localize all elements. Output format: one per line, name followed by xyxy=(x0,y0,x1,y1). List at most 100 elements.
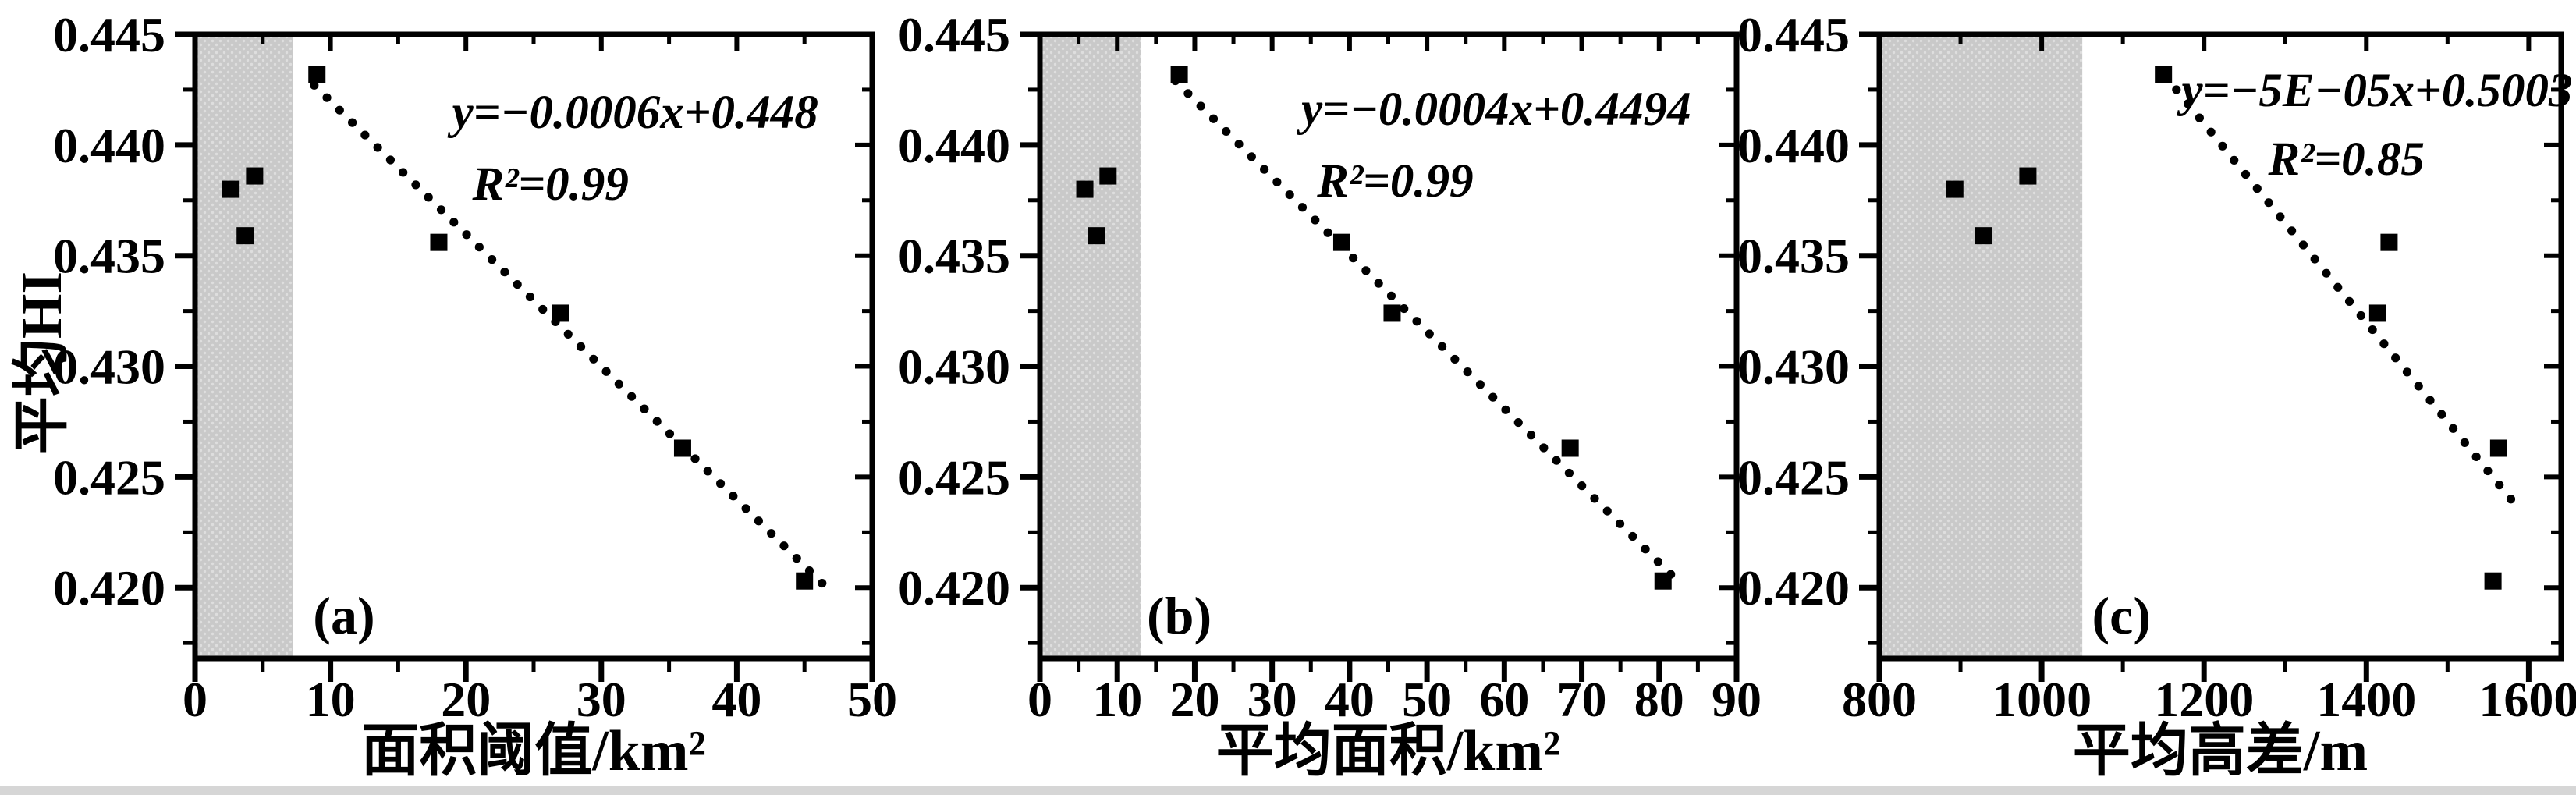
trend-line-dot xyxy=(2206,127,2216,137)
x-tick-label: 40 xyxy=(711,672,761,727)
data-point-square xyxy=(2019,167,2037,185)
x-tick-label: 0 xyxy=(1027,672,1052,727)
trend-line-dot xyxy=(2460,438,2469,447)
x-tick-label: 50 xyxy=(1402,672,1452,727)
trend-line-dot xyxy=(538,304,548,314)
data-point-square xyxy=(2484,572,2502,590)
trend-line-dot xyxy=(627,392,637,401)
data-point-square xyxy=(236,227,254,245)
data-point-square xyxy=(1946,180,1964,198)
x-tick-label: 1600 xyxy=(2478,672,2576,727)
trend-line-dot xyxy=(1374,279,1383,288)
y-tick-label: 0.430 xyxy=(1737,339,1850,395)
data-point-square xyxy=(1099,167,1117,185)
trend-line-dot xyxy=(589,354,598,364)
trend-line-dot xyxy=(525,292,535,302)
trend-line-dot xyxy=(1260,165,1269,174)
trend-line-dot xyxy=(1196,101,1205,111)
x-tick-label: 10 xyxy=(306,672,356,727)
data-point-square xyxy=(430,233,448,251)
trend-line-dot xyxy=(1564,468,1574,478)
trend-line-dot xyxy=(1412,317,1421,326)
x-axis-title: 面积阈值/km² xyxy=(361,719,706,783)
x-axis-title: 平均面积/km² xyxy=(1216,719,1561,783)
trend-line-dot xyxy=(1272,177,1282,186)
trend-line-dot xyxy=(1488,392,1498,402)
trend-line-dot xyxy=(1450,354,1460,364)
trend-line-dot xyxy=(1361,266,1371,275)
trend-line-dot xyxy=(2333,282,2343,292)
trend-line-dot xyxy=(665,429,675,438)
trend-line-dot xyxy=(1425,329,1434,339)
trend-line-dot xyxy=(513,279,522,289)
trend-line-dot xyxy=(614,379,623,389)
x-tick-label: 20 xyxy=(441,672,491,727)
trend-line-dot xyxy=(2218,141,2227,151)
data-point-square xyxy=(1332,233,1350,251)
x-tick-label: 800 xyxy=(1842,672,1917,727)
trend-line-dot xyxy=(2495,481,2504,490)
shaded-exclusion-region xyxy=(1042,37,1141,656)
trend-line-dot xyxy=(2287,226,2297,236)
trend-line-dot xyxy=(2368,325,2377,335)
trend-line-dot xyxy=(449,218,459,227)
y-tick-label: 0.435 xyxy=(898,229,1010,284)
trend-line-dot xyxy=(488,255,497,264)
trend-line-dot xyxy=(563,329,573,339)
plot-border xyxy=(1876,31,2564,662)
data-point-square xyxy=(246,167,264,185)
data-point-square xyxy=(2380,233,2398,251)
trend-line-dot xyxy=(741,504,750,513)
trend-line-dot xyxy=(2241,169,2251,179)
trend-line-dot xyxy=(2252,184,2262,193)
x-axis-title: 平均高差/m xyxy=(2073,719,2368,783)
y-tick-label: 0.420 xyxy=(53,560,165,616)
data-point-square xyxy=(1654,572,1672,590)
y-tick-label: 0.440 xyxy=(1737,118,1850,173)
trend-line-dot xyxy=(411,180,420,190)
trend-line-dot xyxy=(436,205,446,215)
equation-text: y=−5E−05x+0.5003 xyxy=(2177,65,2573,117)
trend-line-dot xyxy=(399,168,408,177)
trend-line-dot xyxy=(729,492,738,501)
y-tick-label: 0.440 xyxy=(898,118,1010,173)
trend-line-dot xyxy=(1602,506,1612,516)
trend-line-dot xyxy=(2437,410,2446,419)
trend-line-dot xyxy=(754,516,763,526)
x-tick-label: 20 xyxy=(1169,672,1219,727)
trend-line-dot xyxy=(2448,424,2458,433)
y-tick-label: 0.425 xyxy=(898,449,1010,505)
y-tick-label: 0.445 xyxy=(898,7,1010,62)
trend-line-dot xyxy=(1463,367,1472,377)
trend-line-dot xyxy=(347,118,357,127)
data-point-square xyxy=(1088,227,1105,245)
trend-line-dot xyxy=(703,467,712,476)
trend-line-dot xyxy=(474,243,484,252)
trend-line-dot xyxy=(2391,353,2400,363)
trend-line-dot xyxy=(715,479,726,488)
trend-line-dot xyxy=(1234,140,1244,149)
data-point-square xyxy=(222,180,240,198)
trend-line-dot xyxy=(2506,495,2516,504)
trend-line-dot xyxy=(652,417,662,426)
x-tick-label: 70 xyxy=(1557,672,1607,727)
x-tick-label: 30 xyxy=(1247,672,1297,727)
data-point-square xyxy=(2155,66,2173,83)
trend-line-dot xyxy=(690,454,700,463)
trend-line-dot xyxy=(1513,417,1523,428)
y-tick-label: 0.440 xyxy=(53,118,165,173)
data-point-square xyxy=(552,304,569,322)
trend-line-dot xyxy=(1552,456,1561,465)
trend-line-dot xyxy=(779,541,789,551)
data-point-square xyxy=(308,66,326,83)
trend-line-dot xyxy=(2172,85,2181,94)
r-squared-text: R²=0.99 xyxy=(1316,155,1473,208)
data-point-square xyxy=(796,572,814,590)
shaded-exclusion-region xyxy=(197,37,293,656)
y-tick-label: 0.435 xyxy=(53,229,165,284)
trend-line-dot xyxy=(1400,303,1409,314)
trend-line-dot xyxy=(601,367,611,376)
trend-line-dot xyxy=(1311,215,1320,225)
trend-line-dot xyxy=(1348,254,1358,263)
